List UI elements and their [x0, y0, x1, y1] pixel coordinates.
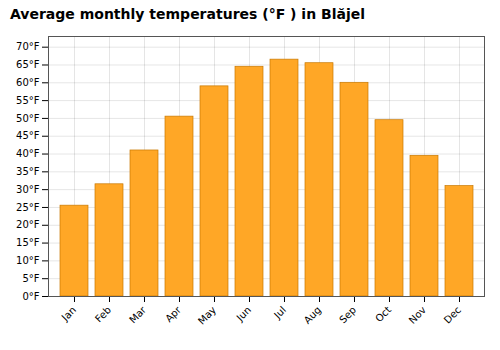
- svg-text:5°F: 5°F: [22, 273, 39, 284]
- svg-text:55°F: 55°F: [16, 95, 40, 106]
- svg-text:65°F: 65°F: [16, 59, 40, 70]
- svg-text:40°F: 40°F: [16, 148, 40, 159]
- svg-text:Jan: Jan: [59, 304, 78, 323]
- svg-text:20°F: 20°F: [16, 219, 40, 230]
- svg-text:Jun: Jun: [234, 304, 254, 324]
- html-text:Average monthly temperatures (: Average monthly temperatures (°F ) in Bl…: [10, 6, 365, 22]
- svg-text:15°F: 15°F: [16, 237, 40, 248]
- svg-text:Aug: Aug: [302, 304, 324, 326]
- svg-text:Dec: Dec: [442, 304, 463, 325]
- svg-text:Nov: Nov: [407, 304, 429, 326]
- svg-text:0°F: 0°F: [22, 291, 39, 302]
- svg-text:Mar: Mar: [127, 304, 149, 326]
- svg-text:30°F: 30°F: [16, 184, 40, 195]
- svg-text:Sep: Sep: [337, 304, 358, 325]
- svg-text:Oct: Oct: [373, 304, 393, 324]
- svg-text:50°F: 50°F: [16, 113, 40, 124]
- svg-text:Apr: Apr: [163, 304, 184, 325]
- svg-text:35°F: 35°F: [16, 166, 40, 177]
- svg-text:Feb: Feb: [93, 304, 113, 324]
- svg-text:70°F: 70°F: [16, 41, 40, 52]
- svg-text:25°F: 25°F: [16, 202, 40, 213]
- svg-text:60°F: 60°F: [16, 77, 40, 88]
- svg-text:Jul: Jul: [271, 304, 288, 321]
- svg-text:10°F: 10°F: [16, 255, 40, 266]
- svg-text:May: May: [196, 304, 218, 326]
- svg-text:45°F: 45°F: [16, 130, 40, 141]
